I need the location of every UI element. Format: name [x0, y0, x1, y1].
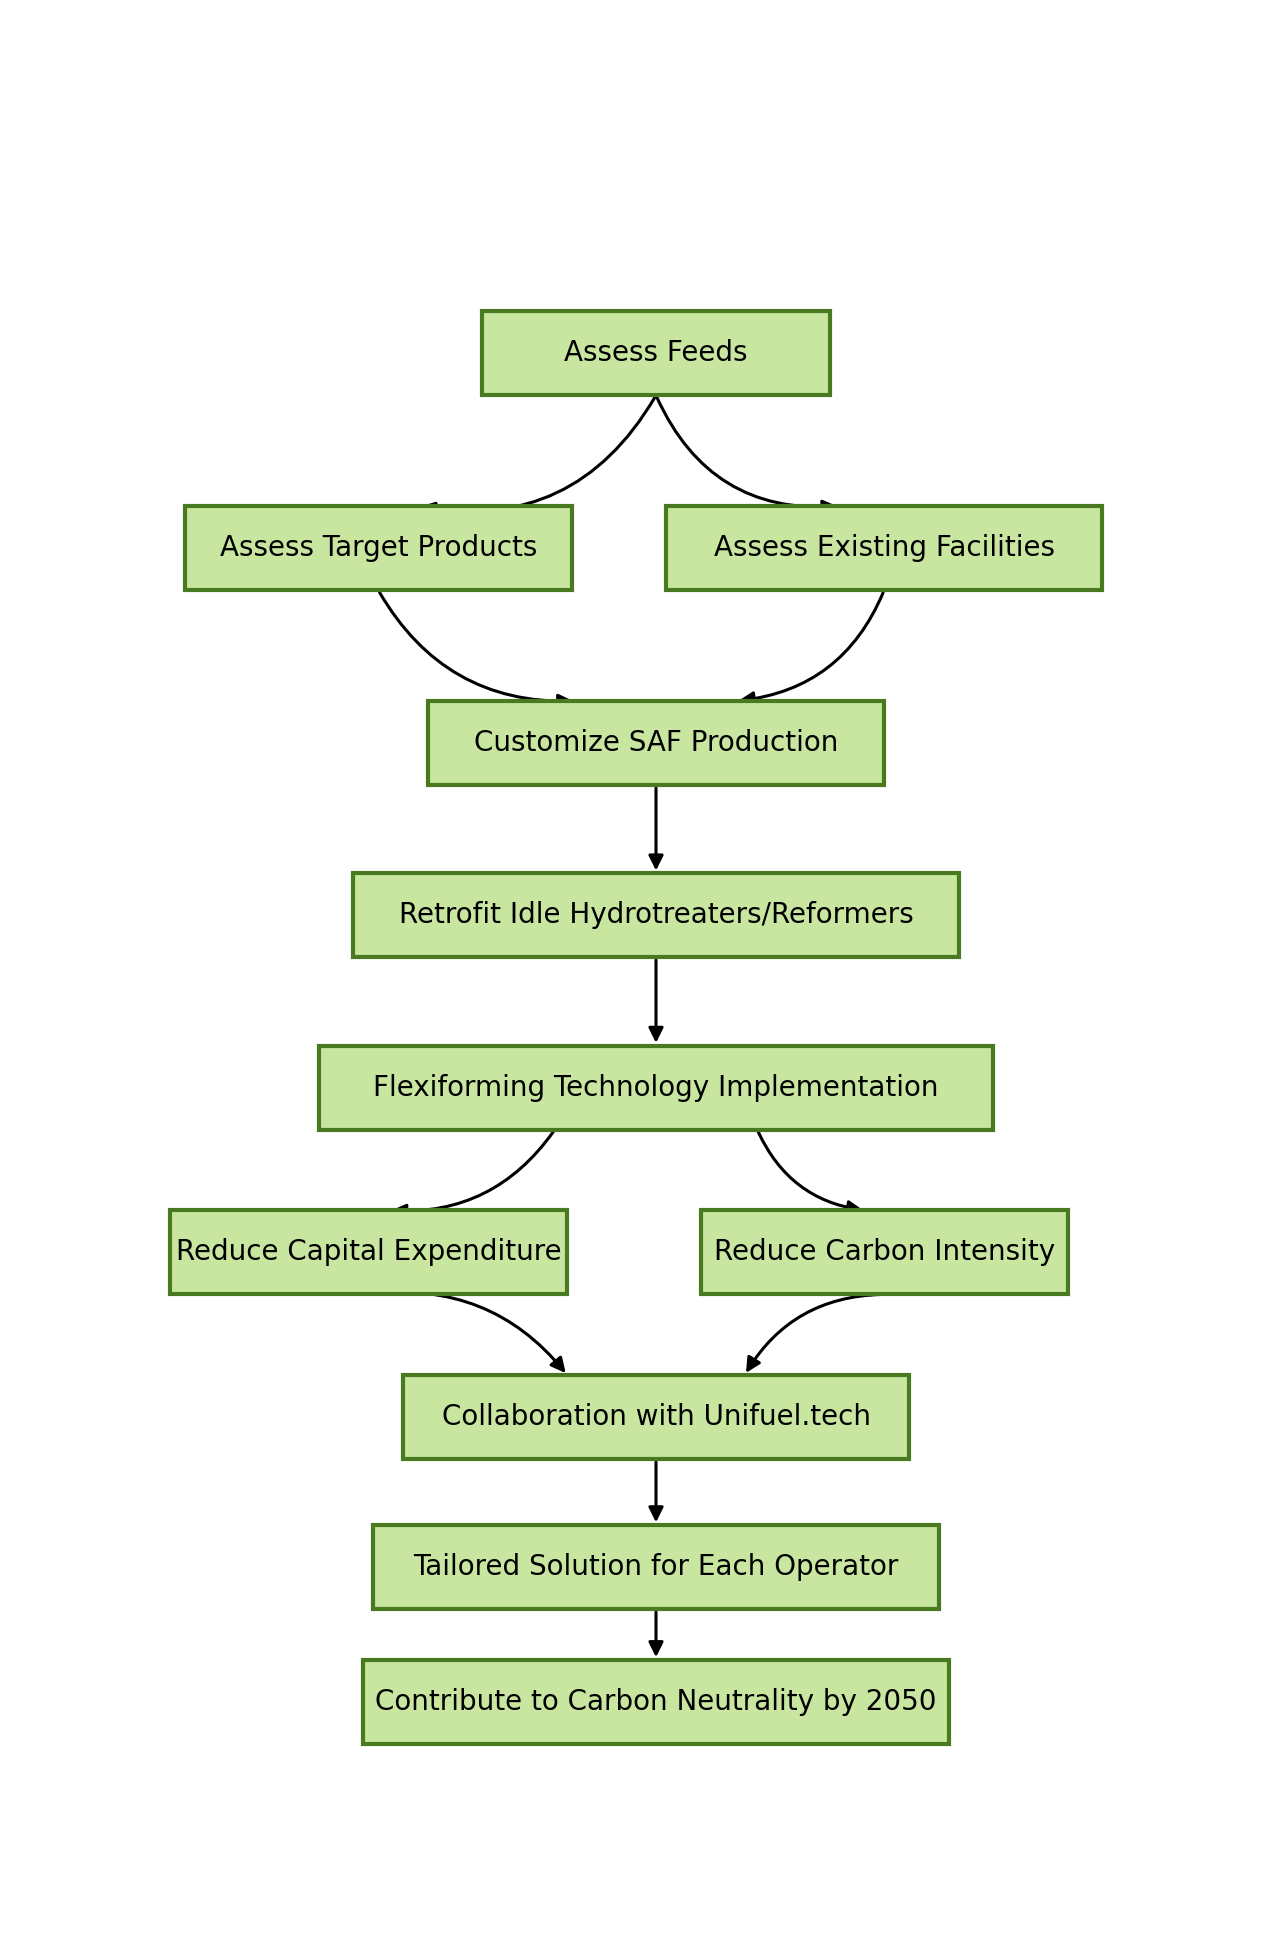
Text: Reduce Capital Expenditure: Reduce Capital Expenditure	[175, 1238, 561, 1267]
FancyArrowPatch shape	[380, 592, 570, 708]
FancyArrowPatch shape	[422, 397, 654, 516]
FancyArrowPatch shape	[650, 1461, 662, 1520]
FancyArrowPatch shape	[650, 1611, 662, 1654]
FancyBboxPatch shape	[353, 874, 959, 957]
Text: Flexiforming Technology Implementation: Flexiforming Technology Implementation	[374, 1074, 938, 1101]
FancyBboxPatch shape	[319, 1045, 993, 1129]
FancyArrowPatch shape	[371, 1292, 563, 1370]
FancyArrowPatch shape	[650, 959, 662, 1039]
FancyArrowPatch shape	[742, 594, 883, 704]
FancyBboxPatch shape	[184, 506, 572, 590]
FancyArrowPatch shape	[650, 788, 662, 868]
FancyBboxPatch shape	[666, 506, 1102, 590]
FancyArrowPatch shape	[758, 1133, 860, 1214]
Text: Assess Target Products: Assess Target Products	[220, 535, 536, 562]
Text: Contribute to Carbon Neutrality by 2050: Contribute to Carbon Neutrality by 2050	[375, 1687, 937, 1716]
FancyBboxPatch shape	[483, 311, 829, 395]
Text: Assess Existing Facilities: Assess Existing Facilities	[714, 535, 1055, 562]
FancyBboxPatch shape	[428, 701, 884, 784]
Text: Reduce Carbon Intensity: Reduce Carbon Intensity	[713, 1238, 1055, 1267]
Text: Retrofit Idle Hydrotreaters/Reformers: Retrofit Idle Hydrotreaters/Reformers	[398, 901, 914, 930]
Text: Tailored Solution for Each Operator: Tailored Solution for Each Operator	[413, 1553, 899, 1580]
FancyArrowPatch shape	[657, 397, 835, 514]
FancyBboxPatch shape	[374, 1526, 938, 1609]
Text: Collaboration with Unifuel.tech: Collaboration with Unifuel.tech	[442, 1403, 870, 1430]
FancyBboxPatch shape	[700, 1210, 1068, 1294]
Text: Assess Feeds: Assess Feeds	[564, 339, 748, 368]
FancyBboxPatch shape	[364, 1660, 948, 1744]
FancyBboxPatch shape	[403, 1376, 909, 1460]
FancyArrowPatch shape	[394, 1133, 553, 1218]
FancyBboxPatch shape	[170, 1210, 567, 1294]
FancyArrowPatch shape	[748, 1294, 882, 1370]
Text: Customize SAF Production: Customize SAF Production	[474, 730, 838, 757]
